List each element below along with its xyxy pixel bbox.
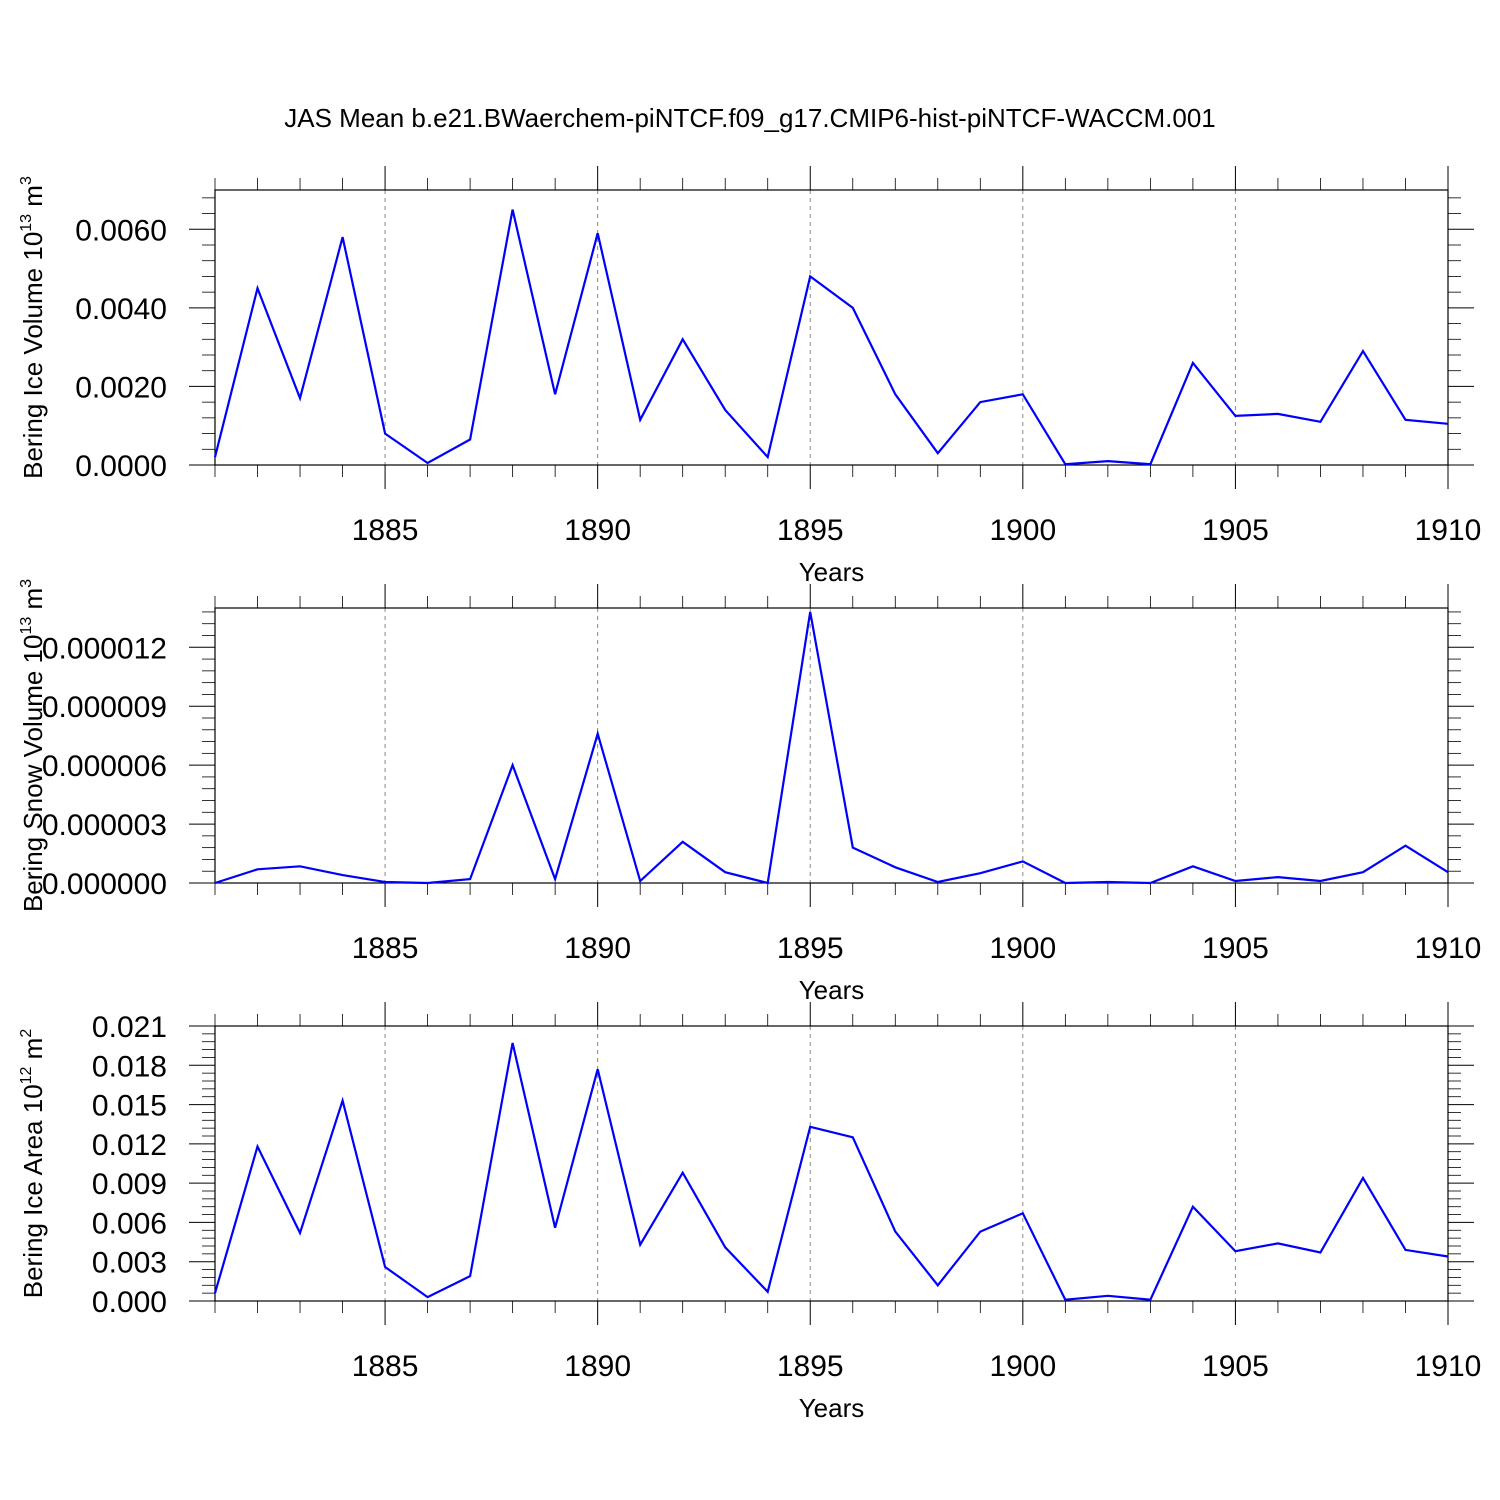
x-tick-label: 1905 (1202, 932, 1269, 965)
y-tick-label: 0.000 (92, 1286, 167, 1319)
x-tick-label: 1910 (1415, 1350, 1482, 1383)
y-tick-label: 0.006 (92, 1207, 167, 1240)
y-tick-label: 0.000006 (42, 750, 167, 783)
x-tick-label: 1895 (777, 514, 844, 547)
x-tick-label: 1890 (564, 1350, 631, 1383)
panel-3: 0.000 0.003 0.006 0.009 0.012 0.015 0.018 0.021… (18, 1002, 1481, 1423)
x-tick-label: 1890 (564, 514, 631, 547)
plot-frame (214, 1025, 1449, 1302)
x-axis-label: Years (799, 557, 865, 587)
y-tick-label: 0.000000 (42, 868, 167, 901)
series-line (214, 611, 1449, 885)
y-tick-label: 0.018 (92, 1050, 167, 1083)
x-axis-label: Years (799, 1393, 865, 1423)
plot-frame (214, 607, 1449, 884)
y-tick-label: 0.0040 (75, 293, 167, 326)
y-tick-label: 0.012 (92, 1129, 167, 1162)
series-line (213, 209, 1449, 466)
x-tick-label: 1885 (352, 932, 419, 965)
x-tick-label: 1885 (352, 1350, 419, 1383)
y-tick-label: 0.000009 (42, 691, 167, 724)
x-tick-label: 1895 (777, 932, 844, 965)
x-tick-label: 1905 (1202, 514, 1269, 547)
x-tick-label: 1905 (1202, 1350, 1269, 1383)
series-line (213, 1042, 1449, 1301)
y-tick-label: 0.0000 (75, 450, 167, 483)
x-tick-label: 1900 (989, 514, 1056, 547)
x-tick-label: 1910 (1415, 932, 1482, 965)
y-tick-label: 0.000012 (42, 632, 167, 665)
panel-2: 0.000000 0.000003 0.000006 0.000009 0.000012… (18, 579, 1481, 1005)
y-tick-label: 0.021 (92, 1011, 167, 1044)
panel-1: 0.0000 0.0020 0.0040 0.0060 1885 1890 1895 1900… (18, 166, 1481, 587)
y-tick-label: 0.003 (92, 1247, 167, 1280)
y-tick-label: 0.015 (92, 1090, 167, 1123)
x-tick-label: 1885 (352, 514, 419, 547)
x-axis-label: Years (799, 975, 865, 1005)
x-tick-label: 1900 (989, 932, 1056, 965)
y-tick-label: 0.0060 (75, 214, 167, 247)
y-tick-label: 0.000003 (42, 809, 167, 842)
x-tick-label: 1890 (564, 932, 631, 965)
y-tick-label: 0.0020 (75, 371, 167, 404)
x-tick-label: 1900 (989, 1350, 1056, 1383)
y-tick-label: 0.009 (92, 1168, 167, 1201)
x-tick-label: 1895 (777, 1350, 844, 1383)
y-axis-label: Bering Ice Volume 1013 m3 (18, 176, 48, 479)
y-axis-label: Bering Snow Volume 1013 m3 (18, 579, 48, 912)
x-tick-label: 1910 (1415, 514, 1482, 547)
chart-title: JAS Mean b.e21.BWaerchem-piNTCF.f09_g17.… (284, 103, 1215, 133)
y-axis-label: Bering Ice Area 1012 m2 (18, 1029, 48, 1299)
plot-frame (214, 189, 1449, 466)
panels: 0.0000 0.0020 0.0040 0.0060 1885 1890 1895 1900… (18, 166, 1481, 1423)
